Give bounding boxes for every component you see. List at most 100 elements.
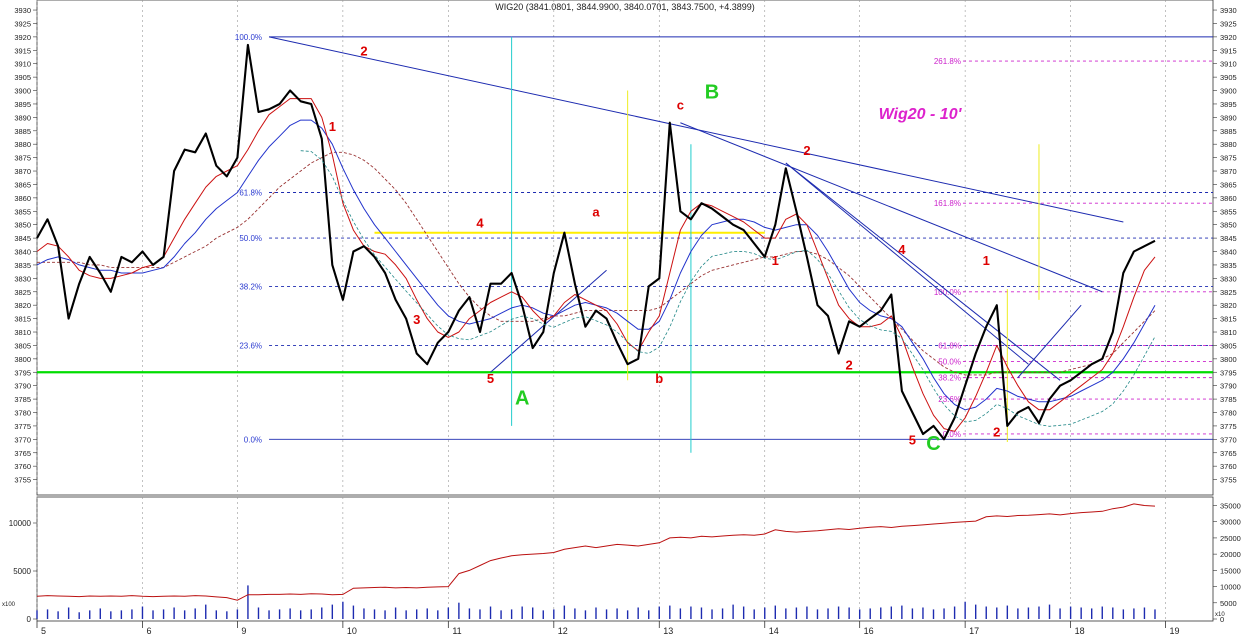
vol-tick-label-right: 35000: [1220, 501, 1241, 510]
y-tick-label-right: 3840: [1220, 248, 1237, 257]
vol-tick-label-left: 10000: [9, 519, 32, 528]
y-tick-label-left: 3925: [14, 19, 31, 28]
y-tick-label-left: 3870: [14, 167, 31, 176]
y-tick-label-right: 3900: [1220, 87, 1237, 96]
y-tick-label-left: 3780: [14, 409, 31, 418]
y-tick-label-left: 3880: [14, 140, 31, 149]
y-tick-label-right: 3885: [1220, 127, 1237, 136]
fib-extension-label: 0.0%: [943, 430, 961, 439]
y-tick-label-left: 3825: [14, 288, 31, 297]
y-tick-label-left: 3905: [14, 73, 31, 82]
price-series: [36, 43, 1156, 441]
x-tick-label: 19: [1170, 626, 1180, 636]
vol-tick-label-right: 10000: [1220, 583, 1241, 592]
vol-tick-label-right: 20000: [1220, 550, 1241, 559]
y-tick-label-right: 3760: [1220, 462, 1237, 471]
y-tick-label-right: 3855: [1220, 207, 1237, 216]
fib-extension-label: 161.8%: [934, 199, 961, 208]
vol-tick-label-left: 5000: [13, 567, 31, 576]
fib-extension-label: 61.8%: [938, 341, 961, 350]
y-tick-label-right: 3905: [1220, 73, 1237, 82]
vol-tick-label-right: 0: [1220, 615, 1224, 624]
x-tick-label: 9: [241, 626, 246, 636]
y-tick-label-right: 3910: [1220, 60, 1237, 69]
vol-tick-label-right: 25000: [1220, 534, 1241, 543]
x-tick-label: 14: [769, 626, 779, 636]
y-tick-label-left: 3835: [14, 261, 31, 270]
volume-panel-frame: [36, 496, 1214, 622]
y-tick-label-right: 3875: [1220, 154, 1237, 163]
y-tick-label-right: 3830: [1220, 274, 1237, 283]
y-tick-label-left: 3830: [14, 274, 31, 283]
y-tick-label-left: 3865: [14, 180, 31, 189]
x-tick-label: 13: [663, 626, 673, 636]
x-tick-label: 10: [347, 626, 357, 636]
y-tick-label-left: 3805: [14, 341, 31, 350]
x-tick-label: 11: [452, 626, 461, 636]
y-tick-label-right: 3860: [1220, 194, 1237, 203]
fib-extension-label: 50.0%: [938, 358, 961, 367]
y-tick-label-left: 3920: [14, 33, 31, 42]
x-tick-label: 16: [864, 626, 874, 636]
x-tick-label: 6: [146, 626, 151, 636]
y-tick-label-left: 3755: [14, 476, 31, 485]
series-wig20: [36, 43, 1156, 441]
wave-label: 2: [360, 44, 367, 59]
vol-tick-label-right: 15000: [1220, 566, 1241, 575]
chart-title: WIG20 (3841.0801, 3844.9900, 3840.0701, …: [495, 2, 754, 12]
trend-line: [680, 122, 1103, 293]
y-tick-label-right: 3825: [1220, 288, 1237, 297]
y-tick-label-right: 3915: [1220, 46, 1237, 55]
y-tick-label-right: 3880: [1220, 140, 1237, 149]
y-tick-label-right: 3795: [1220, 368, 1237, 377]
y-tick-label-left: 3885: [14, 127, 31, 136]
y-tick-label-left: 3930: [14, 6, 31, 15]
y-tick-label-left: 3895: [14, 100, 31, 109]
y-tick-label-right: 3810: [1220, 328, 1237, 337]
vol-tick-label-right: 5000: [1220, 599, 1237, 608]
wave-label: 5: [909, 433, 916, 448]
y-tick-label-left: 3800: [14, 355, 31, 364]
y-tick-label-left: 3785: [14, 395, 31, 404]
y-tick-label-left: 3760: [14, 462, 31, 471]
vol-tick-label-right: 30000: [1220, 518, 1241, 527]
y-tick-label-right: 3790: [1220, 382, 1237, 391]
x-tick-label: 12: [558, 626, 568, 636]
x-tick-label: 18: [1075, 626, 1085, 636]
y-tick-label-left: 3910: [14, 60, 31, 69]
y-tick-label-left: 3810: [14, 328, 31, 337]
wave-label: C: [926, 433, 940, 455]
fib-retracement-label: 23.6%: [239, 341, 262, 350]
wave-label: 1: [983, 253, 990, 268]
y-tick-label-left: 3860: [14, 194, 31, 203]
wave-label: A: [515, 387, 529, 409]
fibonacci-levels: 100.0%61.8%50.0%38.2%23.6%0.0%261.8%161.…: [235, 33, 1213, 444]
x-tick-label: 17: [969, 626, 979, 636]
y-tick-label-left: 3775: [14, 422, 31, 431]
y-tick-label-right: 3890: [1220, 113, 1237, 122]
y-tick-label-right: 3895: [1220, 100, 1237, 109]
fib-extension-label: 100.0%: [934, 288, 961, 297]
trend-lines: [37, 36, 1213, 453]
y-tick-label-left: 3795: [14, 368, 31, 377]
wave-label: c: [677, 97, 684, 112]
wave-label: b: [655, 371, 663, 386]
y-tick-label-right: 3835: [1220, 261, 1237, 270]
y-tick-label-left: 3855: [14, 207, 31, 216]
y-tick-label-left: 3770: [14, 435, 31, 444]
trend-line: [785, 162, 1061, 381]
wave-label: a: [592, 205, 600, 220]
volume-cumulative-line: [36, 503, 1156, 601]
vol-unit-right: x10: [1215, 612, 1225, 618]
vol-tick-label-left: 0: [27, 615, 32, 624]
y-tick-label-left: 3850: [14, 221, 31, 230]
trend-line: [490, 269, 607, 373]
y-tick-label-right: 3925: [1220, 19, 1237, 28]
y-tick-label-right: 3775: [1220, 422, 1237, 431]
trend-line: [785, 162, 1029, 365]
y-tick-label-left: 3820: [14, 301, 31, 310]
fib-retracement-label: 0.0%: [244, 435, 262, 444]
wave-label: 4: [898, 242, 906, 257]
